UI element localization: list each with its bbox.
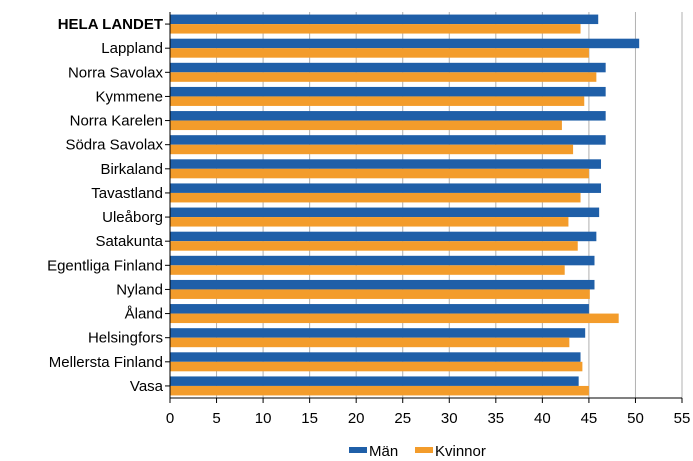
bar <box>170 255 595 266</box>
category-label: Nyland <box>116 281 163 298</box>
category-label: Norra Karelen <box>70 113 163 130</box>
x-tick-label: 0 <box>166 410 174 427</box>
bars <box>170 14 640 396</box>
bar <box>170 72 597 82</box>
bar <box>170 159 602 169</box>
category-label: Tavastland <box>91 185 163 202</box>
bar <box>170 217 569 227</box>
bar <box>170 337 570 348</box>
legend: Män Kvinnor <box>349 443 486 460</box>
bar <box>170 328 586 338</box>
bar <box>170 144 574 155</box>
bar <box>170 313 619 324</box>
category-label: Åland <box>125 306 163 323</box>
bar <box>170 96 585 106</box>
bar <box>170 86 606 97</box>
bar <box>170 38 640 49</box>
x-tick-label: 30 <box>441 410 458 427</box>
bar <box>170 265 565 275</box>
bar <box>170 352 581 362</box>
bar <box>170 120 562 131</box>
legend-swatch-man <box>349 447 367 453</box>
x-tick-label: 45 <box>581 410 598 427</box>
x-tick-label: 10 <box>255 410 272 427</box>
bar <box>170 135 606 145</box>
bar <box>170 168 589 179</box>
axes <box>165 12 683 403</box>
x-tick-label: 15 <box>301 410 318 427</box>
category-label: Södra Savolax <box>65 137 163 154</box>
bar <box>170 183 602 193</box>
category-label: Birkaland <box>100 161 163 178</box>
category-label: Uleåborg <box>102 209 163 226</box>
legend-label-man: Män <box>369 443 398 460</box>
category-label: Lappland <box>101 40 163 57</box>
category-label: HELA LANDET <box>58 16 163 33</box>
x-tick-label: 25 <box>394 410 411 427</box>
bar <box>170 231 597 242</box>
category-labels: HELA LANDET Lappland Norra Savolax Kymmene N… <box>47 16 164 395</box>
bar <box>170 241 578 251</box>
bar <box>170 279 595 290</box>
bar <box>170 192 581 203</box>
category-label: Norra Savolax <box>68 64 164 81</box>
x-tick-label: 40 <box>534 410 551 427</box>
bar <box>170 376 579 386</box>
category-label: Satakunta <box>95 233 163 250</box>
x-tick-label: 35 <box>487 410 504 427</box>
bar <box>170 361 583 372</box>
x-tick-labels: 0 5 10 15 20 25 30 35 40 45 50 55 <box>166 410 691 427</box>
x-tick-label: 50 <box>627 410 644 427</box>
x-tick-label: 5 <box>212 410 220 427</box>
category-label: Kymmene <box>95 88 163 105</box>
category-label: Mellersta Finland <box>49 354 163 371</box>
bar <box>170 24 581 34</box>
x-tick-label: 20 <box>348 410 365 427</box>
bar <box>170 289 590 299</box>
bar <box>170 385 589 396</box>
legend-label-kvinnor: Kvinnor <box>435 443 486 460</box>
category-label: Egentliga Finland <box>47 257 163 274</box>
bar <box>170 48 589 58</box>
bar <box>170 207 600 218</box>
bar <box>170 304 589 314</box>
category-label: Vasa <box>130 378 164 395</box>
bar <box>170 62 606 73</box>
category-label: Helsingfors <box>88 330 163 347</box>
bar <box>170 111 606 121</box>
legend-swatch-kvinnor <box>415 447 433 453</box>
x-tick-label: 55 <box>674 410 691 427</box>
bar <box>170 14 599 25</box>
